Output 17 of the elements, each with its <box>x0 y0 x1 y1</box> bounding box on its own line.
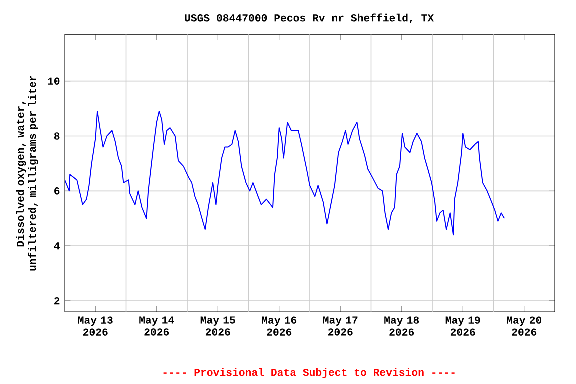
x-tick-label: May 19 2026 <box>446 316 480 336</box>
x-tick-label: May 14 2026 <box>140 316 174 336</box>
x-tick-label: May 20 2026 <box>507 316 542 336</box>
x-tick-label: May 15 2026 <box>200 316 236 336</box>
y-tick-label: 8 <box>54 132 60 140</box>
x-tick-label: May 17 2026 <box>323 316 358 336</box>
chart-title: USGS 08447000 Pecos Rv nr Sheffield, TX <box>185 14 434 24</box>
text: ---- Provisional Data Subject to Revision ---- <box>164 368 455 378</box>
x-tick-label: May 16 2026 <box>262 316 297 336</box>
y-axis-title: Dissolved oxygen, water, unfiltered, milligrams per liter <box>16 76 38 271</box>
y-tick-label: 4 <box>54 242 60 250</box>
y-tick-label: 2 <box>54 297 60 305</box>
y-tick-label: 6 <box>54 188 60 195</box>
y-tick-label: 10 <box>48 78 60 85</box>
x-tick-label: May 18 2026 <box>384 316 420 336</box>
line-series <box>65 111 506 236</box>
x-tick-label: May 13 2026 <box>78 316 113 336</box>
